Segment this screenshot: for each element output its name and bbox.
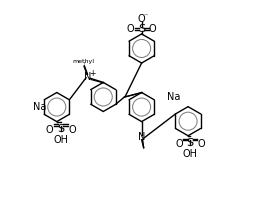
Text: O: O bbox=[68, 125, 76, 135]
Text: O: O bbox=[175, 139, 183, 149]
Text: methyl: methyl bbox=[72, 59, 94, 64]
Text: O: O bbox=[138, 14, 146, 24]
Text: methyl: methyl bbox=[83, 63, 88, 65]
Text: ⁻: ⁻ bbox=[143, 12, 147, 21]
Text: |: | bbox=[83, 61, 85, 65]
Text: O: O bbox=[149, 24, 156, 34]
Text: +: + bbox=[89, 69, 96, 78]
Text: Na: Na bbox=[33, 102, 46, 112]
Text: N: N bbox=[138, 132, 145, 142]
Text: S: S bbox=[186, 138, 194, 148]
Text: OH: OH bbox=[53, 135, 68, 145]
Text: N: N bbox=[84, 72, 92, 82]
Text: Na: Na bbox=[167, 92, 181, 102]
Text: O: O bbox=[46, 125, 54, 135]
Text: O: O bbox=[127, 24, 134, 34]
Text: S: S bbox=[138, 24, 145, 34]
Text: S: S bbox=[57, 124, 64, 134]
Text: OH: OH bbox=[183, 149, 198, 159]
Text: O: O bbox=[197, 139, 205, 149]
